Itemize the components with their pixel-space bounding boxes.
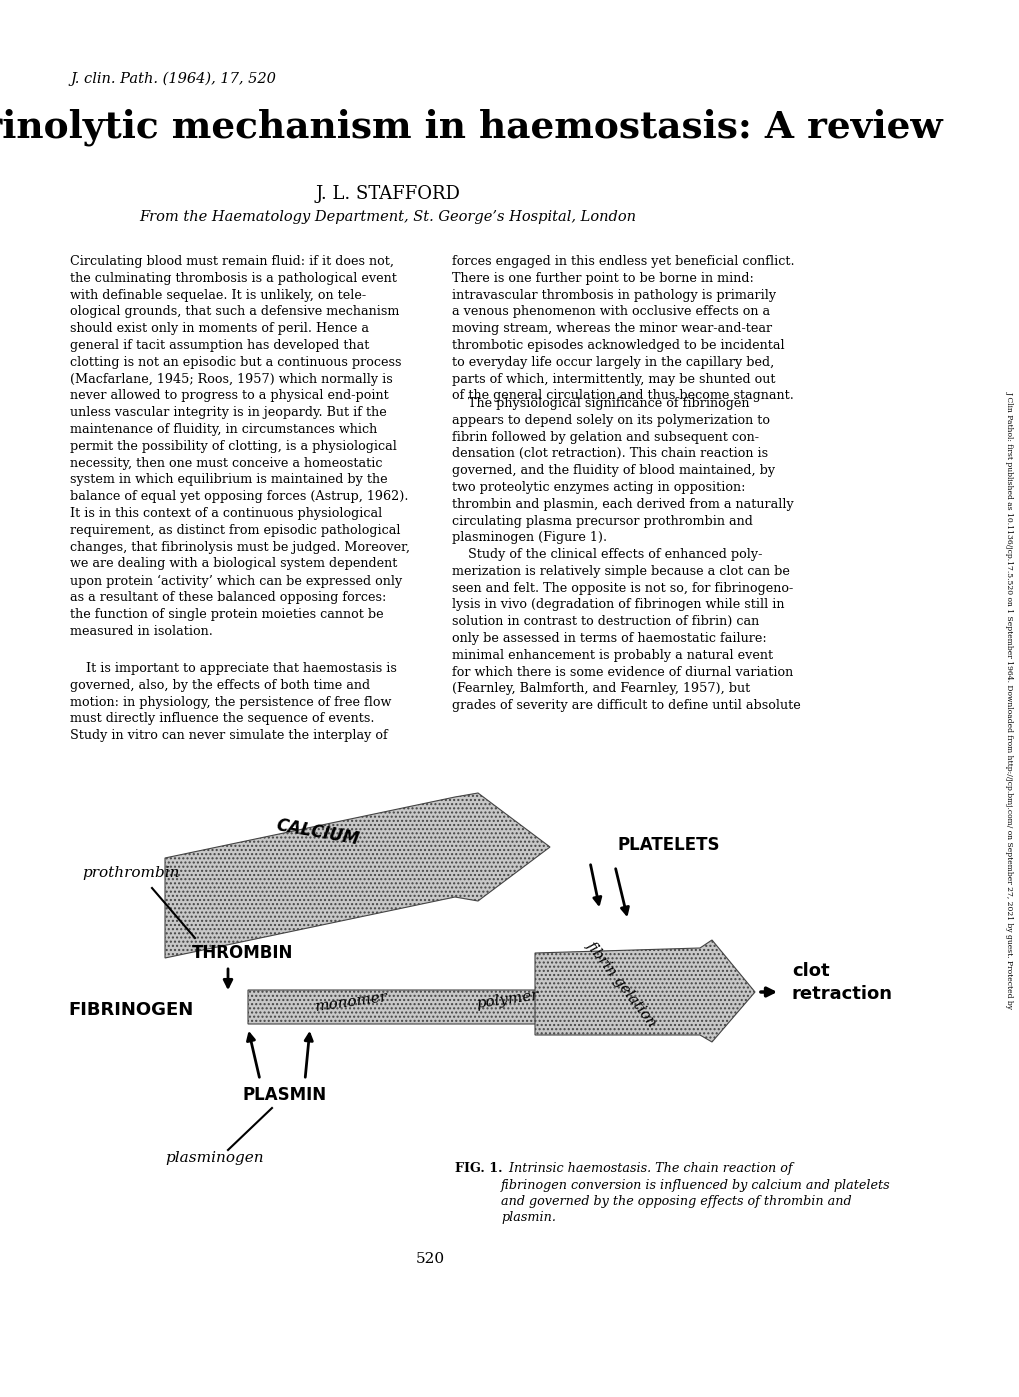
Text: J. clin. Path. (1964), 17, 520: J. clin. Path. (1964), 17, 520 <box>70 73 275 87</box>
Text: retraction: retraction <box>791 985 892 1003</box>
Text: FIG. 1.: FIG. 1. <box>454 1162 502 1175</box>
Text: It is important to appreciate that haemostasis is
governed, also, by the effects: It is important to appreciate that haemo… <box>70 662 396 742</box>
Text: The fibrinolytic mechanism in haemostasis: A review: The fibrinolytic mechanism in haemostasi… <box>0 108 942 145</box>
Text: Intrinsic haemostasis. The chain reaction of
fibrinogen conversion is influenced: Intrinsic haemostasis. The chain reactio… <box>500 1162 890 1225</box>
Text: polymer: polymer <box>475 989 540 1011</box>
Text: From the Haematology Department, St. George’s Hospital, London: From the Haematology Department, St. Geo… <box>140 210 636 224</box>
Text: J Clin Pathol: first published as 10.1136/jcp.17.5.520 on 1 September 1964. Down: J Clin Pathol: first published as 10.113… <box>1005 391 1013 1009</box>
Text: clot: clot <box>791 963 828 981</box>
Text: Circulating blood must remain fluid: if it does not,
the culminating thrombosis : Circulating blood must remain fluid: if … <box>70 256 410 638</box>
Polygon shape <box>535 940 754 1042</box>
Text: 520: 520 <box>415 1252 444 1266</box>
Text: FIBRINOGEN: FIBRINOGEN <box>68 1002 193 1018</box>
Text: forces engaged in this endless yet beneficial conflict.
There is one further poi: forces engaged in this endless yet benef… <box>451 256 794 402</box>
Polygon shape <box>165 793 549 958</box>
Text: Study of the clinical effects of enhanced poly-
merization is relatively simple : Study of the clinical effects of enhance… <box>451 548 800 712</box>
Text: The physiological significance of fibrinogen
appears to depend solely on its pol: The physiological significance of fibrin… <box>451 397 793 545</box>
Text: CALCIUM: CALCIUM <box>275 816 361 848</box>
Polygon shape <box>248 981 689 1034</box>
Text: J. L. STAFFORD: J. L. STAFFORD <box>315 184 460 203</box>
Text: monomer: monomer <box>315 990 389 1014</box>
Text: plasminogen: plasminogen <box>165 1151 263 1165</box>
Text: THROMBIN: THROMBIN <box>192 944 293 963</box>
Text: PLATELETS: PLATELETS <box>618 835 719 854</box>
Text: PLASMIN: PLASMIN <box>243 1085 327 1104</box>
Text: fibrin gelation: fibrin gelation <box>584 939 659 1030</box>
Text: prothrombin: prothrombin <box>82 866 179 880</box>
